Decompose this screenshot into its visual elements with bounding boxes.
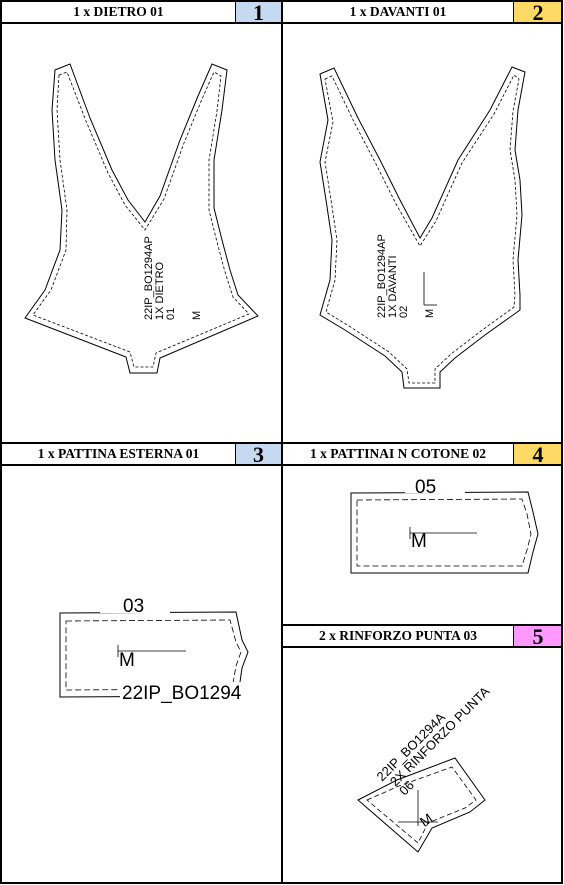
piece-quantity-label: 1X DIETRO [154,261,166,320]
piece-dietro: 22IP_BO1294AP 1X DIETRO 01 M [24,63,259,374]
panel-title: 1 x PATTINAI N COTONE 02 [310,446,486,461]
piece-number-label: 02 [398,306,410,318]
piece-quantity-label: 1X DAVANTI [387,255,399,318]
panel-header-davanti: 1 x DAVANTI 01 2 [283,2,562,24]
panel-title: 2 x RINFORZO PUNTA 03 [318,628,477,643]
piece-seam-allowance [366,766,477,844]
panel-title: 1 x DAVANTI 01 [349,4,447,19]
piece-quantity-label: 2X RINFORZO PUNTA [387,683,493,789]
label-mask [405,476,465,493]
panel-number-badge: 3 [235,444,281,466]
piece-seam-allowance [356,498,532,567]
piece-seam-allowance [324,74,520,384]
panel-number-badge: 1 [235,2,281,24]
piece-code-label: 22IP_BO1294 [122,683,242,704]
panel-number-badge: 5 [513,626,562,648]
piece-number-label: 03 [123,596,144,617]
piece-pattina-esterna: 03 M 22IP_BO1294 [59,596,280,704]
piece-outline [319,66,526,389]
piece-outline [59,611,249,698]
panel-title: 1 x PATTINA ESTERNA 01 [37,446,200,461]
label-mask [100,596,170,613]
piece-seam-allowance [65,619,242,691]
piece-size-label: M [191,311,203,320]
panel-title: 1 x DIETRO 01 [73,4,164,19]
piece-number-label: 01 [165,308,177,320]
piece-seam-allowance [32,71,250,368]
panel-header-dietro: 1 x DIETRO 01 1 [2,2,281,24]
piece-size-label: M [424,309,436,318]
piece-code-label: 22IP_BO1294AP [143,236,155,320]
piece-size-label: M [119,650,135,671]
piece-rinforzo-punta: 22IP_BO1294A 2X RINFORZO PUNTA 06 M [357,683,493,853]
piece-davanti: 22IP_BO1294AP 1X DAVANTI 02 M [319,66,526,389]
piece-outline [357,757,486,853]
piece-size-label: M [411,531,427,552]
panel-header-rinforzo-punta: 2 x RINFORZO PUNTA 03 5 [283,626,562,648]
panel-header-pattina-cotone: 1 x PATTINAI N COTONE 02 4 [283,444,562,466]
label-mask [120,682,280,702]
piece-size-label: M [417,810,436,830]
piece-pattina-cotone: 05 M [350,476,539,574]
piece-outline [350,491,539,574]
panel-number-badge: 4 [513,444,562,466]
panel-number-badge: 2 [513,2,562,24]
panel-header-pattina-esterna: 1 x PATTINA ESTERNA 01 3 [2,444,281,466]
piece-number-label: 05 [415,477,436,498]
piece-code-label: 22IP_BO1294AP [376,234,388,318]
piece-outline [24,63,259,374]
